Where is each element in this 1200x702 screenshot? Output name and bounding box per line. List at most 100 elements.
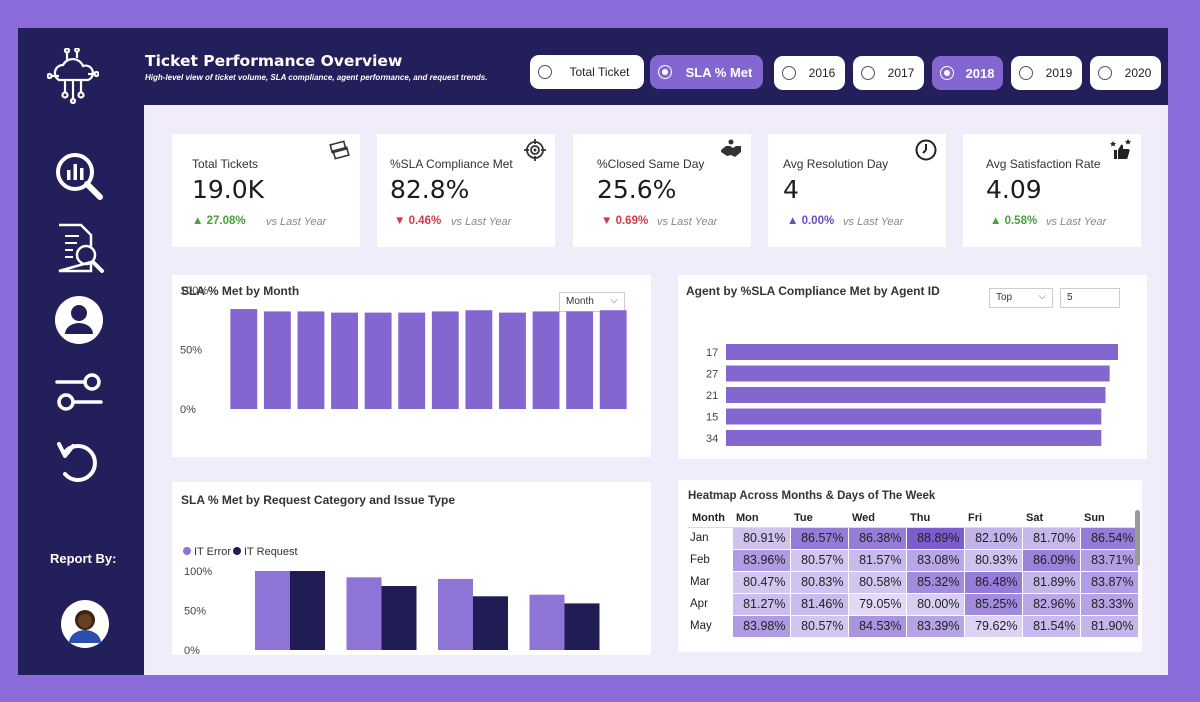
heatmap-cell: 83.71% <box>1080 549 1139 572</box>
year-2016[interactable]: 2016 <box>774 56 845 90</box>
bar <box>564 603 600 650</box>
heatmap-cell: 80.00% <box>906 593 965 616</box>
kpi-vs-label: vs Last Year <box>1046 216 1107 228</box>
thumbs-up-stars-icon <box>1110 139 1131 159</box>
page-title: Ticket Performance Overview <box>145 52 403 70</box>
reset-icon[interactable] <box>53 436 105 488</box>
y-tick-label: 17 <box>706 347 718 359</box>
bar <box>599 310 627 409</box>
heatmap-cell: 80.91% <box>732 527 791 550</box>
bar <box>465 310 493 409</box>
kpi-label: Total Tickets <box>192 157 259 171</box>
heatmap-cell: 86.09% <box>1022 549 1081 572</box>
bar <box>431 311 459 409</box>
chart-card-sla-by-month: SLA % Met by Month Month⌵ 0%50%100%JanFe… <box>172 275 651 457</box>
legend-marker <box>183 547 191 555</box>
chart-title: SLA % Met by Month <box>181 284 300 298</box>
bar <box>529 594 565 650</box>
chart-title: Agent by %SLA Compliance Met by Agent ID <box>686 284 940 298</box>
heatmap-cell: 83.33% <box>1080 593 1139 616</box>
toggle-sla-met[interactable]: SLA % Met <box>650 55 763 89</box>
user-icon[interactable] <box>53 294 105 346</box>
toggle-total-ticket[interactable]: Total Ticket <box>530 55 644 89</box>
heatmap-cell: 79.62% <box>964 615 1023 638</box>
heatmap-cell: 81.54% <box>1022 615 1081 638</box>
heatmap-table: Month Mon Tue Wed Thu Fri Sat Sun Jan 80.91% 86.5… <box>688 509 1139 638</box>
heatmap-month-label: Mar <box>688 571 733 594</box>
heatmap-row: Feb 83.96% 80.57% 81.57% 83.08% 80.93% 86.09% 8… <box>688 549 1139 572</box>
heatmap-row: Mar 80.47% 80.83% 80.58% 85.32% 86.48% 81.89% 8… <box>688 571 1139 594</box>
heatmap-row-header: Month <box>688 509 732 528</box>
bar <box>297 311 325 409</box>
bar <box>364 312 392 409</box>
kpi-delta: ▲ 27.08% <box>192 215 246 227</box>
kpi-card-avg-satisfaction: Avg Satisfaction Rate 4.09 ▲ 0.58% vs La… <box>963 134 1141 247</box>
heatmap-month-label: Jan <box>688 527 733 550</box>
heatmap-cell: 83.87% <box>1080 571 1139 594</box>
kpi-label: Avg Satisfaction Rate <box>986 157 1101 171</box>
radio-icon <box>940 66 954 80</box>
heatmap-cell: 81.46% <box>790 593 849 616</box>
y-tick-label: 21 <box>706 390 718 402</box>
kpi-vs-label: vs Last Year <box>266 216 327 228</box>
kpi-label: %SLA Compliance Met <box>390 157 513 171</box>
top-n-count-input[interactable]: 5 <box>1060 288 1120 308</box>
legend-marker <box>233 547 241 555</box>
year-2020[interactable]: 2020 <box>1090 56 1161 90</box>
kpi-label: %Closed Same Day <box>597 157 705 171</box>
heatmap-cell: 83.96% <box>732 549 791 572</box>
heatmap-cell: 80.58% <box>848 571 907 594</box>
tickets-icon <box>329 140 350 160</box>
filter-settings-icon[interactable] <box>53 366 105 418</box>
heatmap-cell: 79.05% <box>848 593 907 616</box>
bar <box>726 365 1110 382</box>
bar <box>726 430 1102 446</box>
top-n-dropdown[interactable]: Top ⌵ <box>989 288 1053 308</box>
kpi-delta: ▼ 0.46% <box>394 215 442 227</box>
bar <box>263 311 291 409</box>
heatmap-cell: 80.47% <box>732 571 791 594</box>
target-icon <box>524 139 546 161</box>
page-subtitle: High-level view of ticket volume, SLA co… <box>145 73 488 82</box>
heatmap-column-header: Tue <box>790 509 848 528</box>
heatmap-month-label: May <box>688 615 733 638</box>
heatmap-column-header: Sat <box>1022 509 1080 528</box>
kpi-vs-label: vs Last Year <box>843 216 904 228</box>
radio-icon <box>538 65 552 79</box>
bar <box>438 578 473 650</box>
legend-label: IT Request <box>244 546 298 558</box>
kpi-value: 4 <box>783 175 799 204</box>
year-2017[interactable]: 2017 <box>853 56 924 90</box>
heatmap-cell: 80.57% <box>790 549 849 572</box>
heatmap-cell: 83.08% <box>906 549 965 572</box>
heatmap-row: May 83.98% 80.57% 84.53% 83.39% 79.62% 81.54% 8… <box>688 615 1139 638</box>
heatmap-scrollbar[interactable] <box>1135 510 1140 566</box>
avatar[interactable] <box>60 599 110 649</box>
y-tick-label: 15 <box>706 412 718 424</box>
kpi-value: 19.0K <box>192 175 265 204</box>
year-2019[interactable]: 2019 <box>1011 56 1082 90</box>
analytics-icon[interactable] <box>53 150 105 202</box>
chevron-down-icon: ⌵ <box>1038 291 1046 302</box>
kpi-card-total-tickets: Total Tickets 19.0K ▲ 27.08% vs Last Yea… <box>172 134 360 247</box>
heatmap-cell: 81.57% <box>848 549 907 572</box>
chart-card-agent-sla: Agent by %SLA Compliance Met by Agent ID… <box>678 275 1147 459</box>
heatmap-column-header: Sun <box>1080 509 1138 528</box>
month-dropdown[interactable]: Month ⌵ <box>559 292 625 312</box>
heatmap-cell: 82.96% <box>1022 593 1081 616</box>
y-tick-label: 50% <box>184 606 206 618</box>
heatmap-row: Apr 81.27% 81.46% 79.05% 80.00% 85.25% 82.96% 8… <box>688 593 1139 616</box>
bar <box>726 344 1118 360</box>
dashboard-frame: Report By: Ticket Performance Overview H… <box>18 28 1168 675</box>
report-search-icon[interactable] <box>53 222 105 274</box>
heatmap-cell: 81.70% <box>1022 527 1081 550</box>
year-2018[interactable]: 2018 <box>932 56 1003 90</box>
kpi-value: 82.8% <box>390 175 470 204</box>
radio-icon <box>861 66 875 80</box>
report-by-label: Report By: <box>50 551 117 566</box>
heatmap-cell: 86.38% <box>848 527 907 550</box>
y-tick-label: 100% <box>184 566 212 578</box>
bar <box>499 312 526 409</box>
y-tick-label: 100% <box>180 285 208 297</box>
bar <box>398 312 426 409</box>
